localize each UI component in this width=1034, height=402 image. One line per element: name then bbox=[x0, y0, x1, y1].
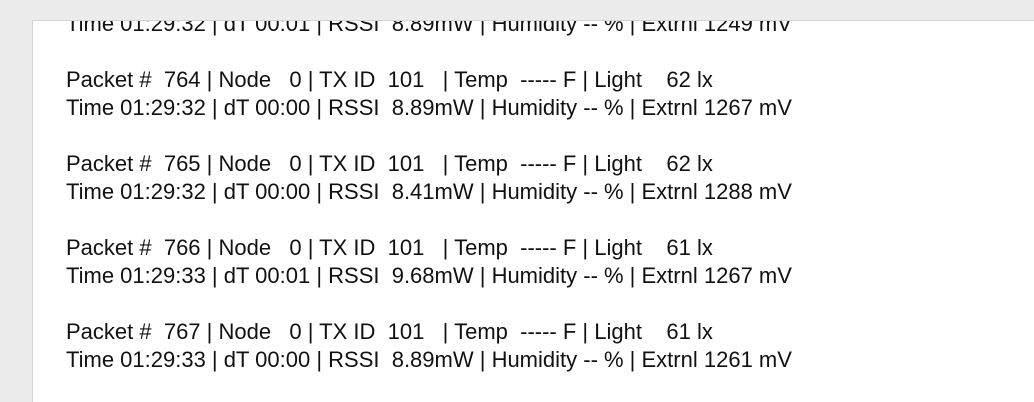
log-panel: Time 01:29:32 | dT 00:01 | RSSI 8.89mW |… bbox=[32, 20, 1034, 402]
packet-line: Packet # 766 | Node 0 | TX ID 101 | Temp… bbox=[66, 235, 713, 260]
time-line: Time 01:29:33 | dT 00:00 | RSSI 8.89mW |… bbox=[66, 347, 792, 372]
blank-line bbox=[66, 122, 792, 150]
blank-line bbox=[66, 38, 792, 66]
log-line: Time 01:29:32 | dT 00:01 | RSSI 8.89mW |… bbox=[66, 20, 792, 36]
packet-line: Packet # 764 | Node 0 | TX ID 101 | Temp… bbox=[66, 67, 713, 92]
time-line: Time 01:29:33 | dT 00:01 | RSSI 9.68mW |… bbox=[66, 263, 792, 288]
time-line: Time 01:29:32 | dT 00:00 | RSSI 8.89mW |… bbox=[66, 95, 792, 120]
time-line: Time 01:29:32 | dT 00:00 | RSSI 8.41mW |… bbox=[66, 179, 792, 204]
packet-line: Packet # 765 | Node 0 | TX ID 101 | Temp… bbox=[66, 151, 713, 176]
blank-line bbox=[66, 206, 792, 234]
packet-line: Packet # 767 | Node 0 | TX ID 101 | Temp… bbox=[66, 319, 713, 344]
log-text: Time 01:29:32 | dT 00:01 | RSSI 8.89mW |… bbox=[66, 20, 792, 374]
blank-line bbox=[66, 290, 792, 318]
